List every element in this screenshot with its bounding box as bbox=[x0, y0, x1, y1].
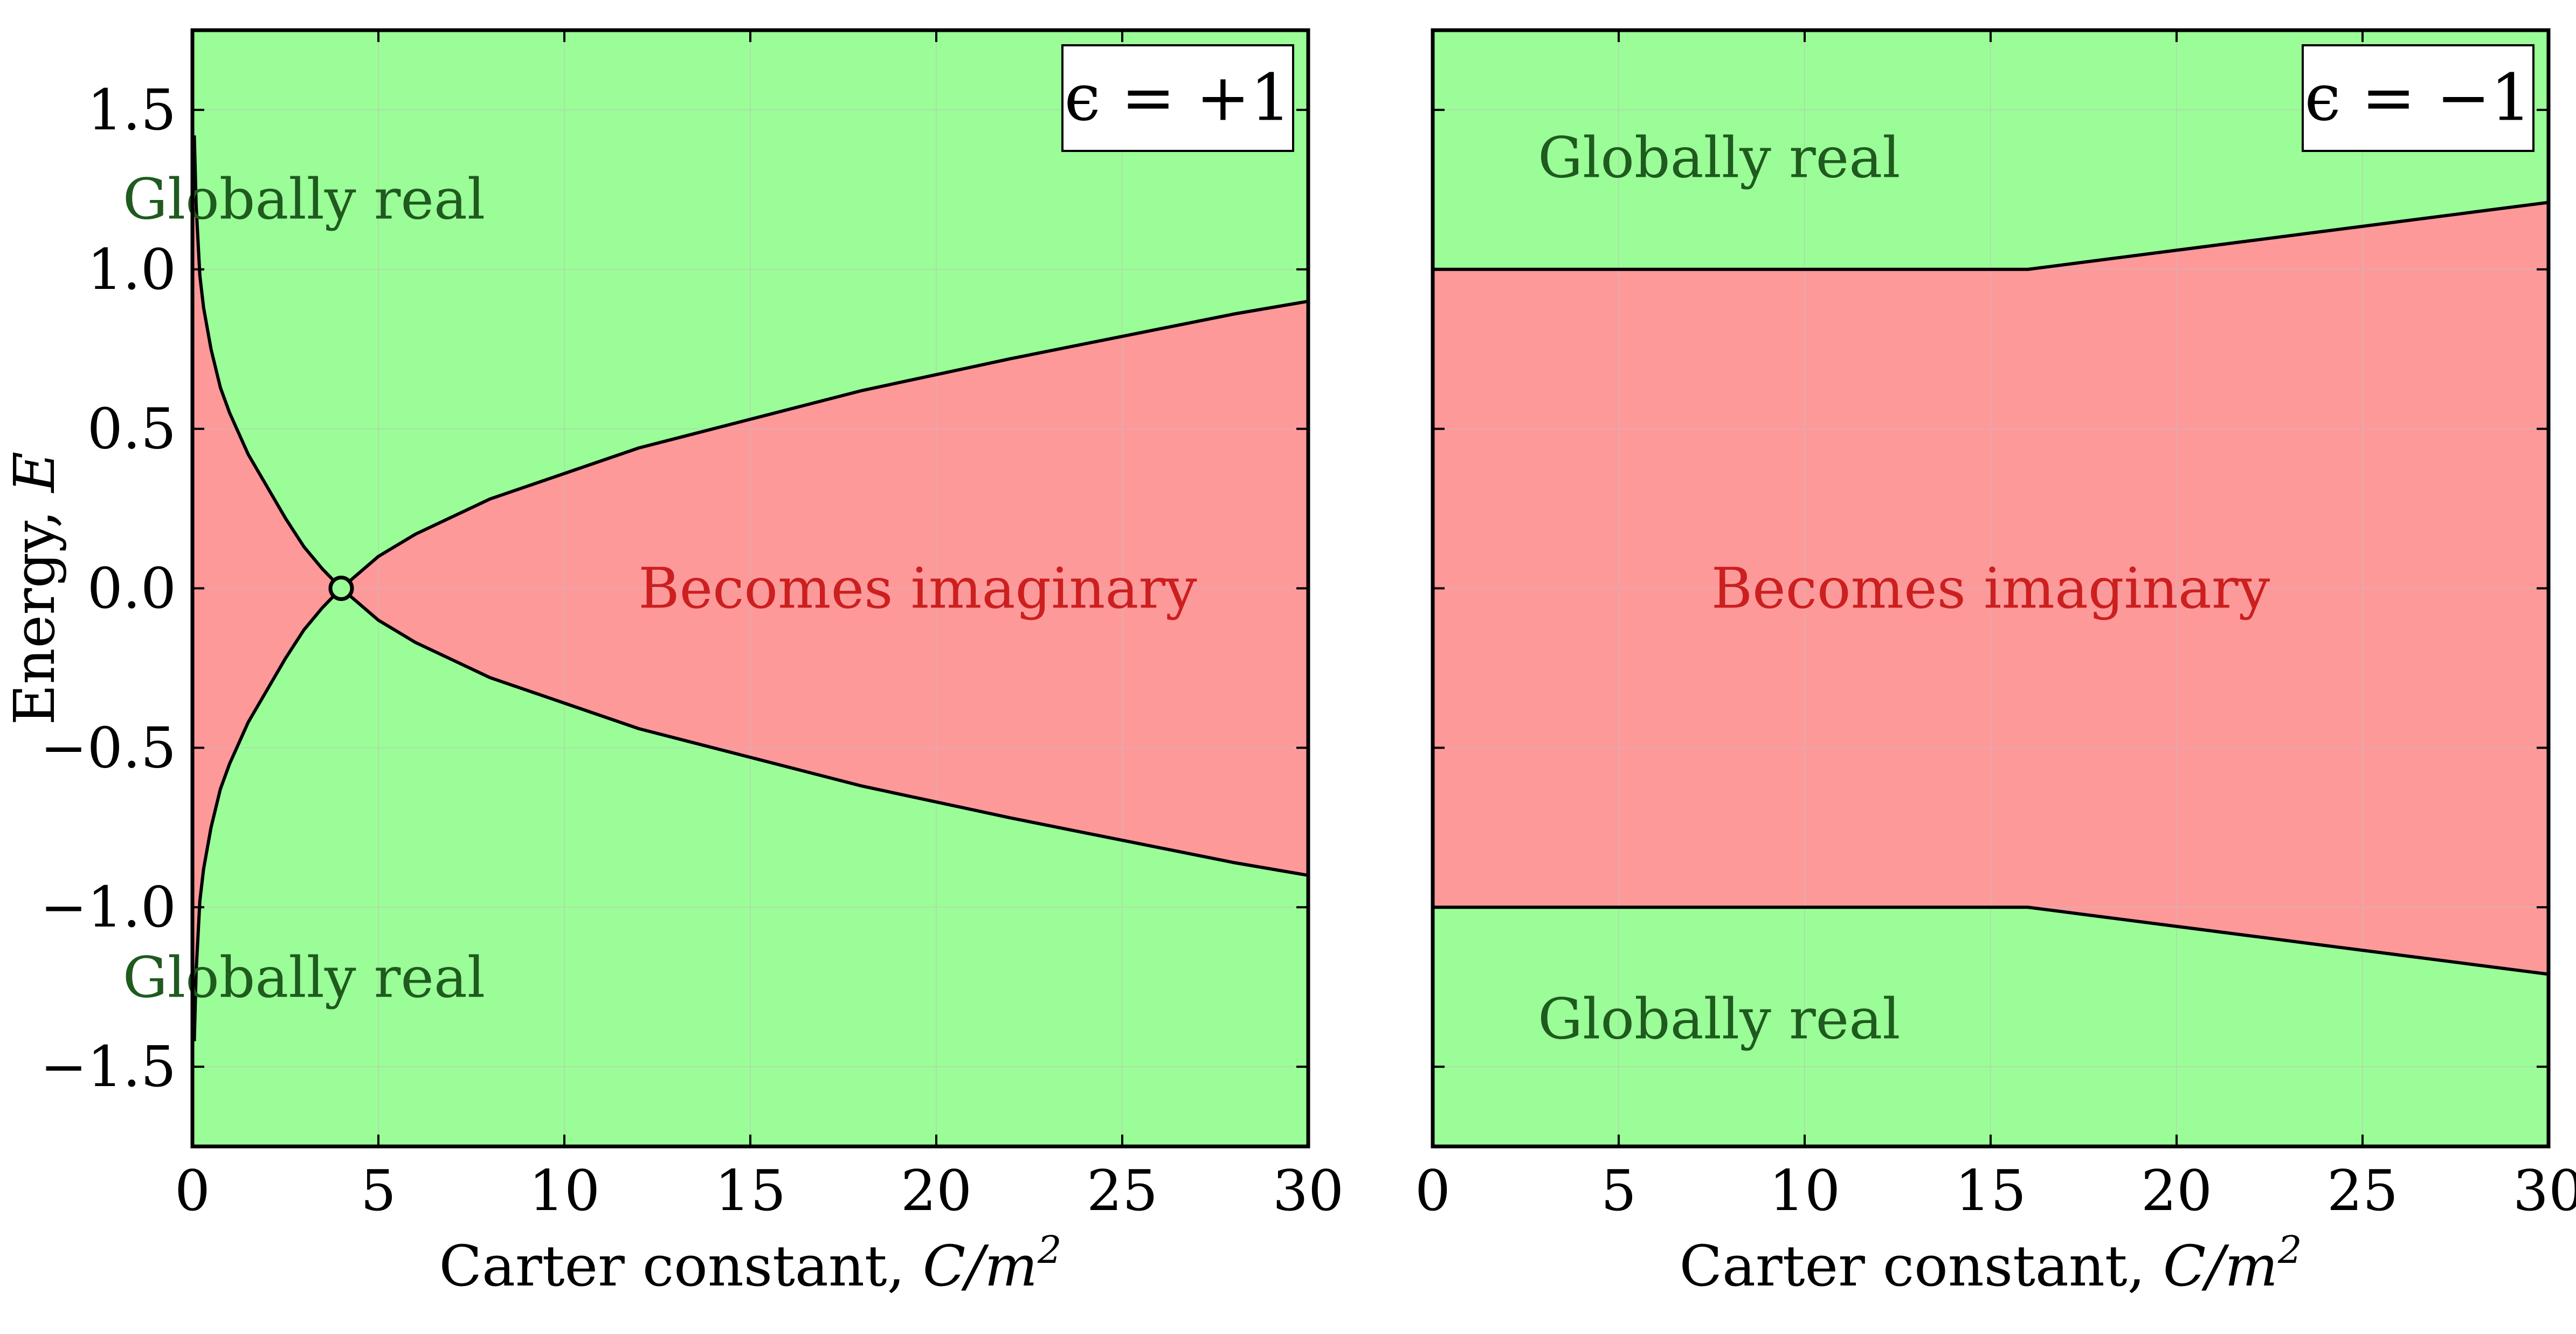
crossing-point-marker bbox=[328, 576, 354, 601]
region-label-real: Globally real bbox=[1538, 986, 1900, 1052]
epsilon-legend-box bbox=[2302, 44, 2534, 152]
x-tick-label: 25 bbox=[1087, 1158, 1158, 1224]
boundary-lower bbox=[1433, 906, 2549, 976]
x-tick-label: 10 bbox=[1769, 1158, 1840, 1224]
region-imaginary bbox=[192, 30, 1308, 1146]
x-tick-label: 30 bbox=[1273, 1158, 1344, 1224]
y-axis-label-text: Energy, bbox=[2, 493, 67, 725]
epsilon-legend-box bbox=[1061, 44, 1294, 152]
x-tick-label: 20 bbox=[2141, 1158, 2212, 1224]
x-axis-label-math: C/m bbox=[2163, 1233, 2278, 1299]
epsilon-legend-label: ϵ = −1 bbox=[2305, 61, 2532, 136]
panel-right: Globally real Becomes imaginary Globally r… bbox=[1415, 28, 2576, 1299]
x-axis-label-sup: 2 bbox=[1037, 1228, 1062, 1272]
x-axis-label-text: Carter constant, bbox=[1679, 1233, 2163, 1299]
region-label-imaginary: Becomes imaginary bbox=[1711, 556, 2270, 621]
x-axis-label-sup: 2 bbox=[2277, 1228, 2302, 1272]
epsilon-legend: ϵ = −1 bbox=[2302, 44, 2534, 152]
region-label-real: Globally real bbox=[1538, 125, 1900, 191]
y-tick-label: −1.5 bbox=[40, 1034, 176, 1100]
epsilon-legend: ϵ = +1 bbox=[1061, 44, 1294, 152]
region-imaginary bbox=[1433, 202, 2549, 974]
epsilon-legend-label: ϵ = +1 bbox=[1065, 61, 1292, 136]
x-axis-label: Carter constant, C/m2 bbox=[439, 1228, 1061, 1299]
region-label-imaginary: Becomes imaginary bbox=[638, 556, 1197, 621]
region-label-real: Globally real bbox=[123, 944, 485, 1010]
y-tick-label: 1.5 bbox=[87, 77, 176, 143]
region-label-real: Globally real bbox=[123, 167, 485, 232]
y-tick-label: −0.5 bbox=[40, 715, 176, 780]
y-axis-label: Energy, E bbox=[2, 452, 67, 725]
y-tick-label: 0.5 bbox=[87, 396, 176, 462]
y-tick-label: 0.0 bbox=[87, 556, 176, 621]
x-tick-label: 30 bbox=[2513, 1158, 2576, 1224]
x-axis-label: Carter constant, C/m2 bbox=[1679, 1228, 2302, 1299]
x-tick-label: 0 bbox=[1415, 1158, 1451, 1224]
x-tick-label: 25 bbox=[2327, 1158, 2398, 1224]
y-tick-label: −1.0 bbox=[40, 874, 176, 940]
x-tick-label: 5 bbox=[1601, 1158, 1636, 1224]
x-tick-label: 10 bbox=[529, 1158, 600, 1224]
y-tick-label: 1.0 bbox=[87, 237, 176, 302]
panel-left: Globally real Becomes imaginary Globally r… bbox=[2, 28, 1344, 1299]
x-axis-label-text: Carter constant, bbox=[439, 1233, 922, 1299]
y-axis-label-math: E bbox=[2, 452, 67, 494]
x-axis-label-math: C/m bbox=[923, 1233, 1038, 1299]
x-tick-label: 5 bbox=[361, 1158, 396, 1224]
boundary-upper bbox=[1433, 201, 2549, 271]
x-tick-label: 20 bbox=[901, 1158, 972, 1224]
x-tick-label: 15 bbox=[1955, 1158, 2026, 1224]
x-tick-label: 0 bbox=[175, 1158, 210, 1224]
x-tick-label: 15 bbox=[715, 1158, 786, 1224]
